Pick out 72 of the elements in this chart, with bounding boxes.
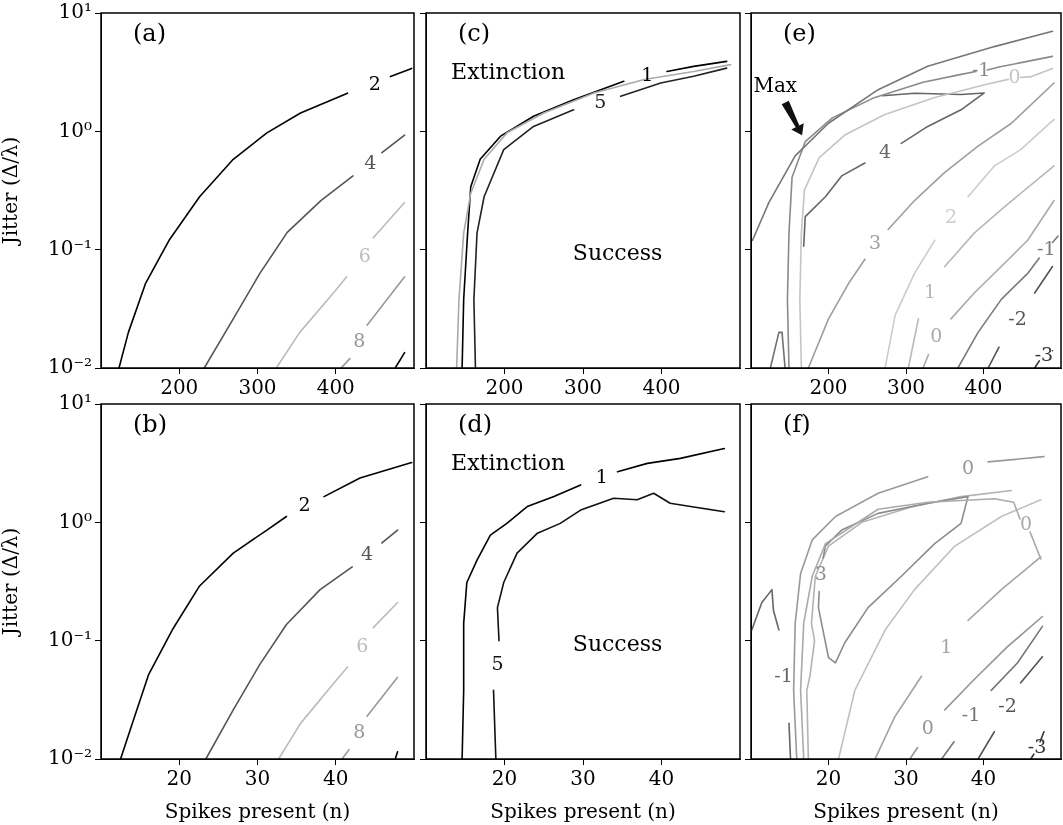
series-label: 4 <box>364 151 377 174</box>
series-label: -1 <box>971 57 991 80</box>
x-tick-label: 30 <box>570 766 596 791</box>
chart-title: (a) <box>133 19 167 48</box>
series-label: -2 <box>1008 307 1027 330</box>
series-label: -1 <box>774 663 793 686</box>
series-label: 5 <box>491 652 504 675</box>
y-axis-title: Jitter (Δ/λ) <box>0 136 23 247</box>
series-label: -3 <box>1027 734 1047 757</box>
x-tick-label: 300 <box>238 375 277 400</box>
x-tick-label: 300 <box>563 375 603 400</box>
series-label: 1 <box>595 465 608 488</box>
chart-title: (d) <box>458 410 493 439</box>
chart-title: (e) <box>783 19 816 48</box>
series-label: 3 <box>868 231 882 254</box>
x-tick-label: 40 <box>323 766 349 791</box>
x-tick-label: 200 <box>485 375 524 400</box>
x-tick-label: 200 <box>809 375 848 400</box>
x-tick-label: 400 <box>316 375 355 400</box>
series-label: 3 <box>814 561 827 584</box>
series-label: 1 <box>940 635 953 658</box>
chart-title: (b) <box>133 410 168 439</box>
series-label: -2 <box>998 694 1017 717</box>
series-label: -1 <box>1037 237 1056 260</box>
series-label: 1 <box>641 63 654 86</box>
x-tick-label: 20 <box>491 766 518 791</box>
y-tick-label: 10⁰ <box>58 117 92 142</box>
series-label: 5 <box>594 89 607 112</box>
y-tick-label: 10⁻² <box>47 354 92 379</box>
series-label: 2 <box>298 493 311 516</box>
series-label: -3 <box>1034 342 1054 365</box>
annotation: Max <box>753 72 798 97</box>
x-tick-label: 30 <box>893 766 919 791</box>
series-label: 0 <box>961 456 975 479</box>
x-tick-label: 400 <box>642 375 681 400</box>
y-tick-label: 10⁻¹ <box>47 235 92 260</box>
x-tick-label: 300 <box>886 375 926 400</box>
series-label: 2 <box>368 71 381 94</box>
series-label: 0 <box>1020 512 1033 535</box>
annotation: Success <box>572 240 663 266</box>
x-tick-label: 30 <box>244 766 271 791</box>
series-label: 8 <box>353 328 366 351</box>
annotation: Extinction <box>451 450 566 476</box>
y-tick-label: 10⁻² <box>47 745 92 770</box>
y-tick-label: 10⁰ <box>58 508 92 533</box>
x-tick-label: 40 <box>970 766 997 791</box>
series-label: 6 <box>358 244 371 267</box>
annotation: Success <box>572 631 663 657</box>
series-label: 0 <box>930 323 943 346</box>
series-label: 4 <box>879 140 892 163</box>
series-label: 0 <box>921 715 934 738</box>
x-tick-label: 40 <box>648 766 675 791</box>
series-label: 4 <box>361 541 374 564</box>
x-axis-title: Spikes present (n) <box>813 799 999 824</box>
x-axis-title: Spikes present (n) <box>164 799 351 824</box>
series-label: 6 <box>356 634 369 657</box>
y-tick-label: 10¹ <box>58 0 92 24</box>
x-tick-label: 400 <box>964 375 1003 400</box>
series-label: 1 <box>923 279 937 302</box>
y-tick-label: 10¹ <box>58 390 92 415</box>
series-label: -1 <box>961 702 981 725</box>
series-label: 8 <box>353 719 366 742</box>
x-tick-label: 20 <box>166 766 192 791</box>
y-tick-label: 10⁻¹ <box>47 626 92 651</box>
x-tick-label: 200 <box>160 375 199 400</box>
series-label: 0 <box>1008 65 1021 88</box>
chart-title: (c) <box>458 19 491 48</box>
annotation: Extinction <box>451 59 566 85</box>
y-axis-title: Jitter (Δ/λ) <box>0 527 23 638</box>
chart-title: (f) <box>783 410 811 439</box>
x-tick-label: 20 <box>815 766 842 791</box>
x-axis-title: Spikes present (n) <box>490 799 676 824</box>
